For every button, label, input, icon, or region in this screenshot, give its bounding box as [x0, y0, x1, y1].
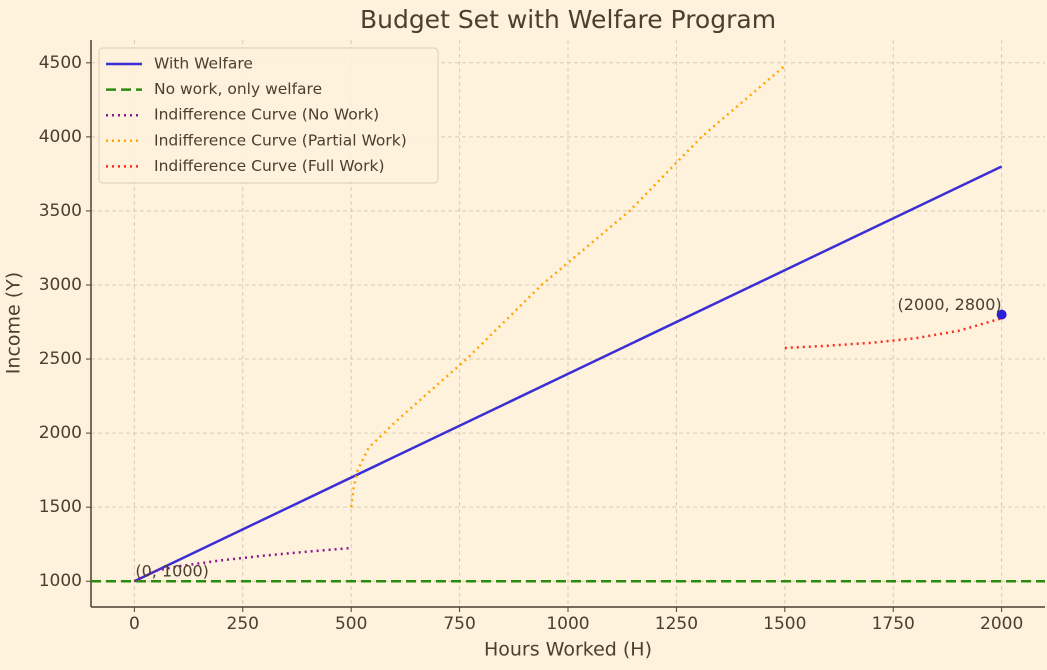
legend-box	[98, 47, 439, 184]
y-tick-label: 4500	[39, 53, 82, 73]
x-tick-label: 750	[443, 614, 475, 634]
x-tick-label: 1750	[872, 614, 915, 634]
legend-label: With Welfare	[154, 55, 253, 73]
legend-label: Indifference Curve (Partial Work)	[154, 131, 407, 149]
line	[133, 165, 1003, 583]
legend: With Welfare No work, only welfare Indiffe…	[98, 47, 439, 184]
line	[784, 317, 1002, 350]
y-tick-label: 3500	[39, 201, 82, 221]
y-axis-label: Income (Y)	[3, 272, 25, 374]
legend-label: Indifference Curve (Full Work)	[154, 157, 385, 175]
point	[996, 309, 1007, 320]
legend-label: Indifference Curve (No Work)	[154, 106, 379, 124]
annotation: (0, 1000)	[135, 562, 209, 581]
x-tick-label: 1250	[655, 614, 698, 634]
y-tick-label: 1500	[39, 497, 82, 517]
x-tick-label: 2000	[980, 614, 1023, 634]
x-tick-label: 0	[129, 614, 140, 634]
x-axis-label: Hours Worked (H)	[484, 639, 652, 661]
line	[133, 546, 352, 583]
annotation: (2000, 2800)	[898, 295, 1002, 314]
y-tick-label: 2000	[39, 423, 82, 443]
x-tick-label: 1000	[546, 614, 589, 634]
x-tick-label: 500	[335, 614, 367, 634]
y-tick-label: 1000	[39, 571, 82, 591]
y-tick-label: 4000	[39, 127, 82, 147]
x-tick-label: 250	[227, 614, 259, 634]
y-tick-label: 2500	[39, 349, 82, 369]
x-tick-label: 1500	[763, 614, 806, 634]
chart-title: Budget Set with Welfare Program	[360, 5, 776, 34]
line	[349, 64, 786, 508]
y-tick-label: 3000	[39, 275, 82, 295]
legend-label: No work, only welfare	[154, 80, 322, 98]
